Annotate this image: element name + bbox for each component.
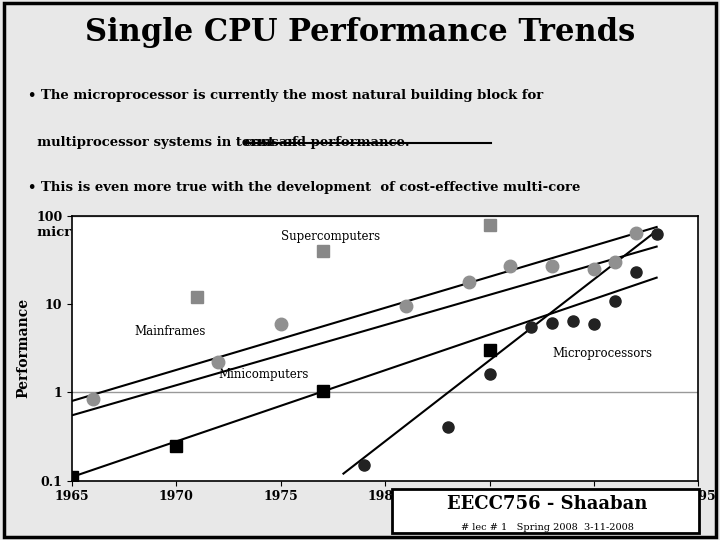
Text: Supercomputers: Supercomputers [281, 230, 380, 242]
Text: Minicomputers: Minicomputers [218, 368, 309, 381]
Y-axis label: Performance: Performance [17, 298, 30, 399]
Text: Microprocessors: Microprocessors [552, 347, 652, 360]
Text: cost and performance.: cost and performance. [243, 136, 409, 148]
Text: Single CPU Performance Trends: Single CPU Performance Trends [85, 17, 635, 48]
Text: • This is even more true with the development  of cost-effective multi-core: • This is even more true with the develo… [28, 181, 581, 194]
Text: # lec # 1   Spring 2008  3-11-2008: # lec # 1 Spring 2008 3-11-2008 [461, 523, 634, 532]
FancyBboxPatch shape [392, 489, 699, 533]
Text: Mainframes: Mainframes [135, 325, 206, 338]
Text: microprocessors that support TLP at the chip level.: microprocessors that support TLP at the … [28, 226, 418, 239]
Text: • The microprocessor is currently the most natural building block for: • The microprocessor is currently the mo… [28, 89, 544, 102]
Text: EECC756 - Shaaban: EECC756 - Shaaban [447, 495, 647, 513]
Text: multiprocessor systems in terms of: multiprocessor systems in terms of [28, 136, 302, 148]
